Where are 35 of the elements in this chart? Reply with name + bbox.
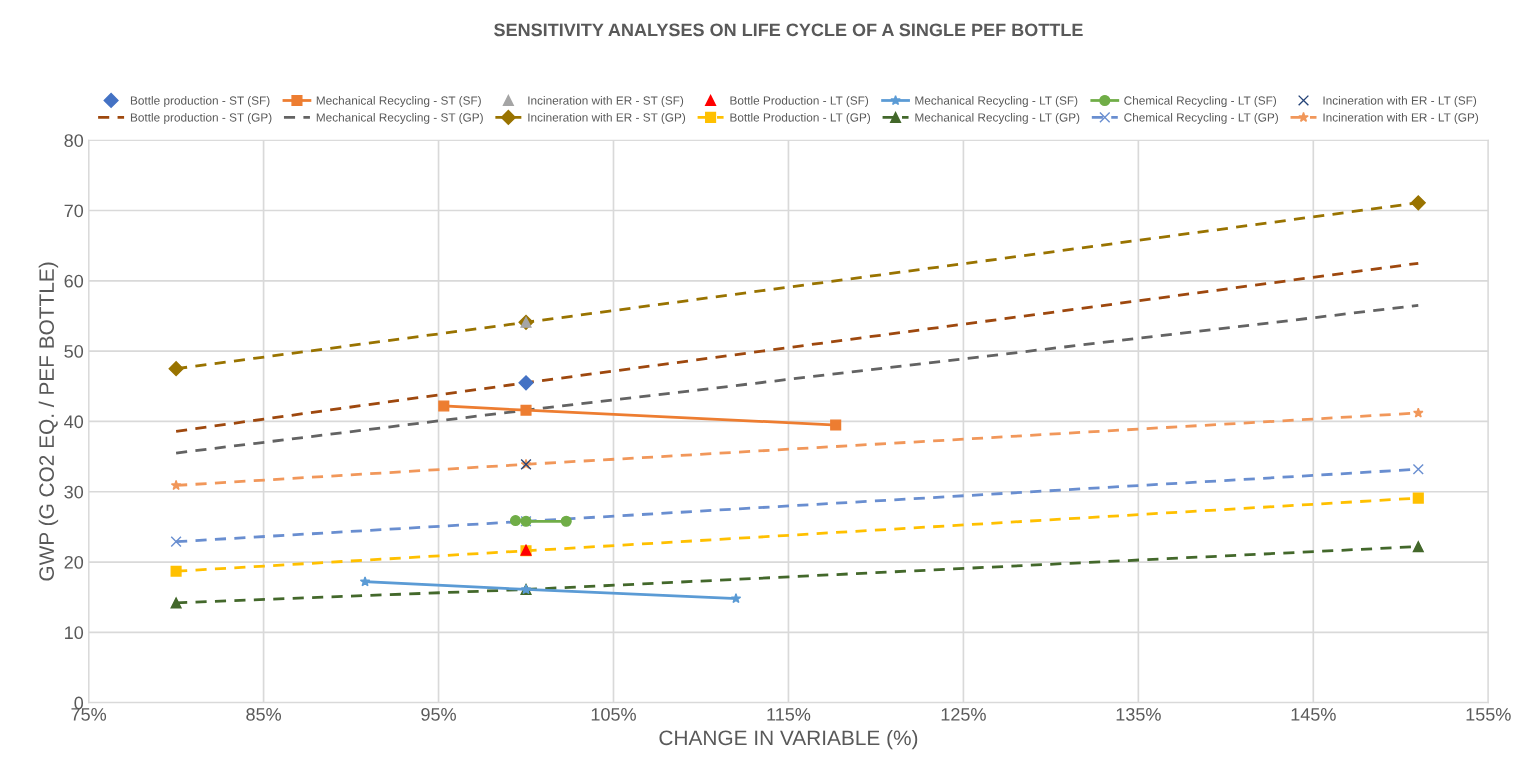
y-tick-label: 20 bbox=[64, 555, 84, 569]
legend-label: Bottle Production - LT (SF) bbox=[730, 96, 869, 108]
y-tick-label: 40 bbox=[64, 415, 84, 429]
x-tick-label: 155% bbox=[1466, 708, 1511, 721]
y-tick-label: 10 bbox=[65, 626, 84, 640]
y-tick-label: 50 bbox=[64, 345, 84, 358]
x-tick-label: 115% bbox=[767, 708, 811, 721]
legend-label: Incineration with ER - ST (SF) bbox=[528, 96, 684, 108]
legend-label: Mechanical Recycling - LT (SF) bbox=[915, 96, 1078, 108]
legend-label: Chemical Recycling - LT (SF) bbox=[1124, 96, 1277, 108]
y-tick-label: 60 bbox=[64, 274, 84, 288]
y-tick-label: 70 bbox=[64, 204, 84, 218]
legend-label: Incineration with ER - LT (SF) bbox=[1323, 96, 1477, 108]
x-tick-label: 85% bbox=[246, 708, 282, 721]
legend-label: Incineration with ER - ST (GP) bbox=[528, 112, 686, 124]
x-tick-label: 135% bbox=[1116, 708, 1161, 721]
legend-label: Bottle Production - LT (GP) bbox=[730, 112, 871, 124]
x-tick-label: 145% bbox=[1291, 708, 1336, 721]
legend-label: Bottle production - ST (GP) bbox=[130, 112, 272, 124]
x-tick-label: 75% bbox=[71, 708, 107, 721]
legend-label: Mechanical Recycling - ST (GP) bbox=[316, 112, 483, 124]
y-tick-label: 0 bbox=[74, 696, 84, 710]
x-tick-label: 95% bbox=[421, 708, 456, 721]
legend-label: Chemical Recycling - LT (GP) bbox=[1124, 112, 1278, 124]
y-axis-title: GWP (G CO2 EQ. / PEF BOTTLE) bbox=[38, 262, 59, 581]
legend-label: Mechanical Recycling - ST (SF) bbox=[316, 96, 481, 108]
legend-label: Bottle production - ST (SF) bbox=[130, 96, 270, 108]
y-tick-label: 30 bbox=[64, 485, 84, 499]
chart-title: SENSITIVITY ANALYSES ON LIFE CYCLE OF A SINGLE PEF BOTTLE bbox=[494, 23, 1083, 37]
legend-label: Incineration with ER - LT (GP) bbox=[1323, 112, 1479, 124]
x-tick-label: 105% bbox=[591, 708, 636, 721]
y-tick-label: 80 bbox=[64, 134, 84, 147]
x-tick-label: 125% bbox=[941, 708, 986, 721]
x-axis-title: CHANGE IN VARIABLE (%) bbox=[659, 729, 918, 750]
legend-label: Mechanical Recycling - LT (GP) bbox=[915, 112, 1080, 124]
